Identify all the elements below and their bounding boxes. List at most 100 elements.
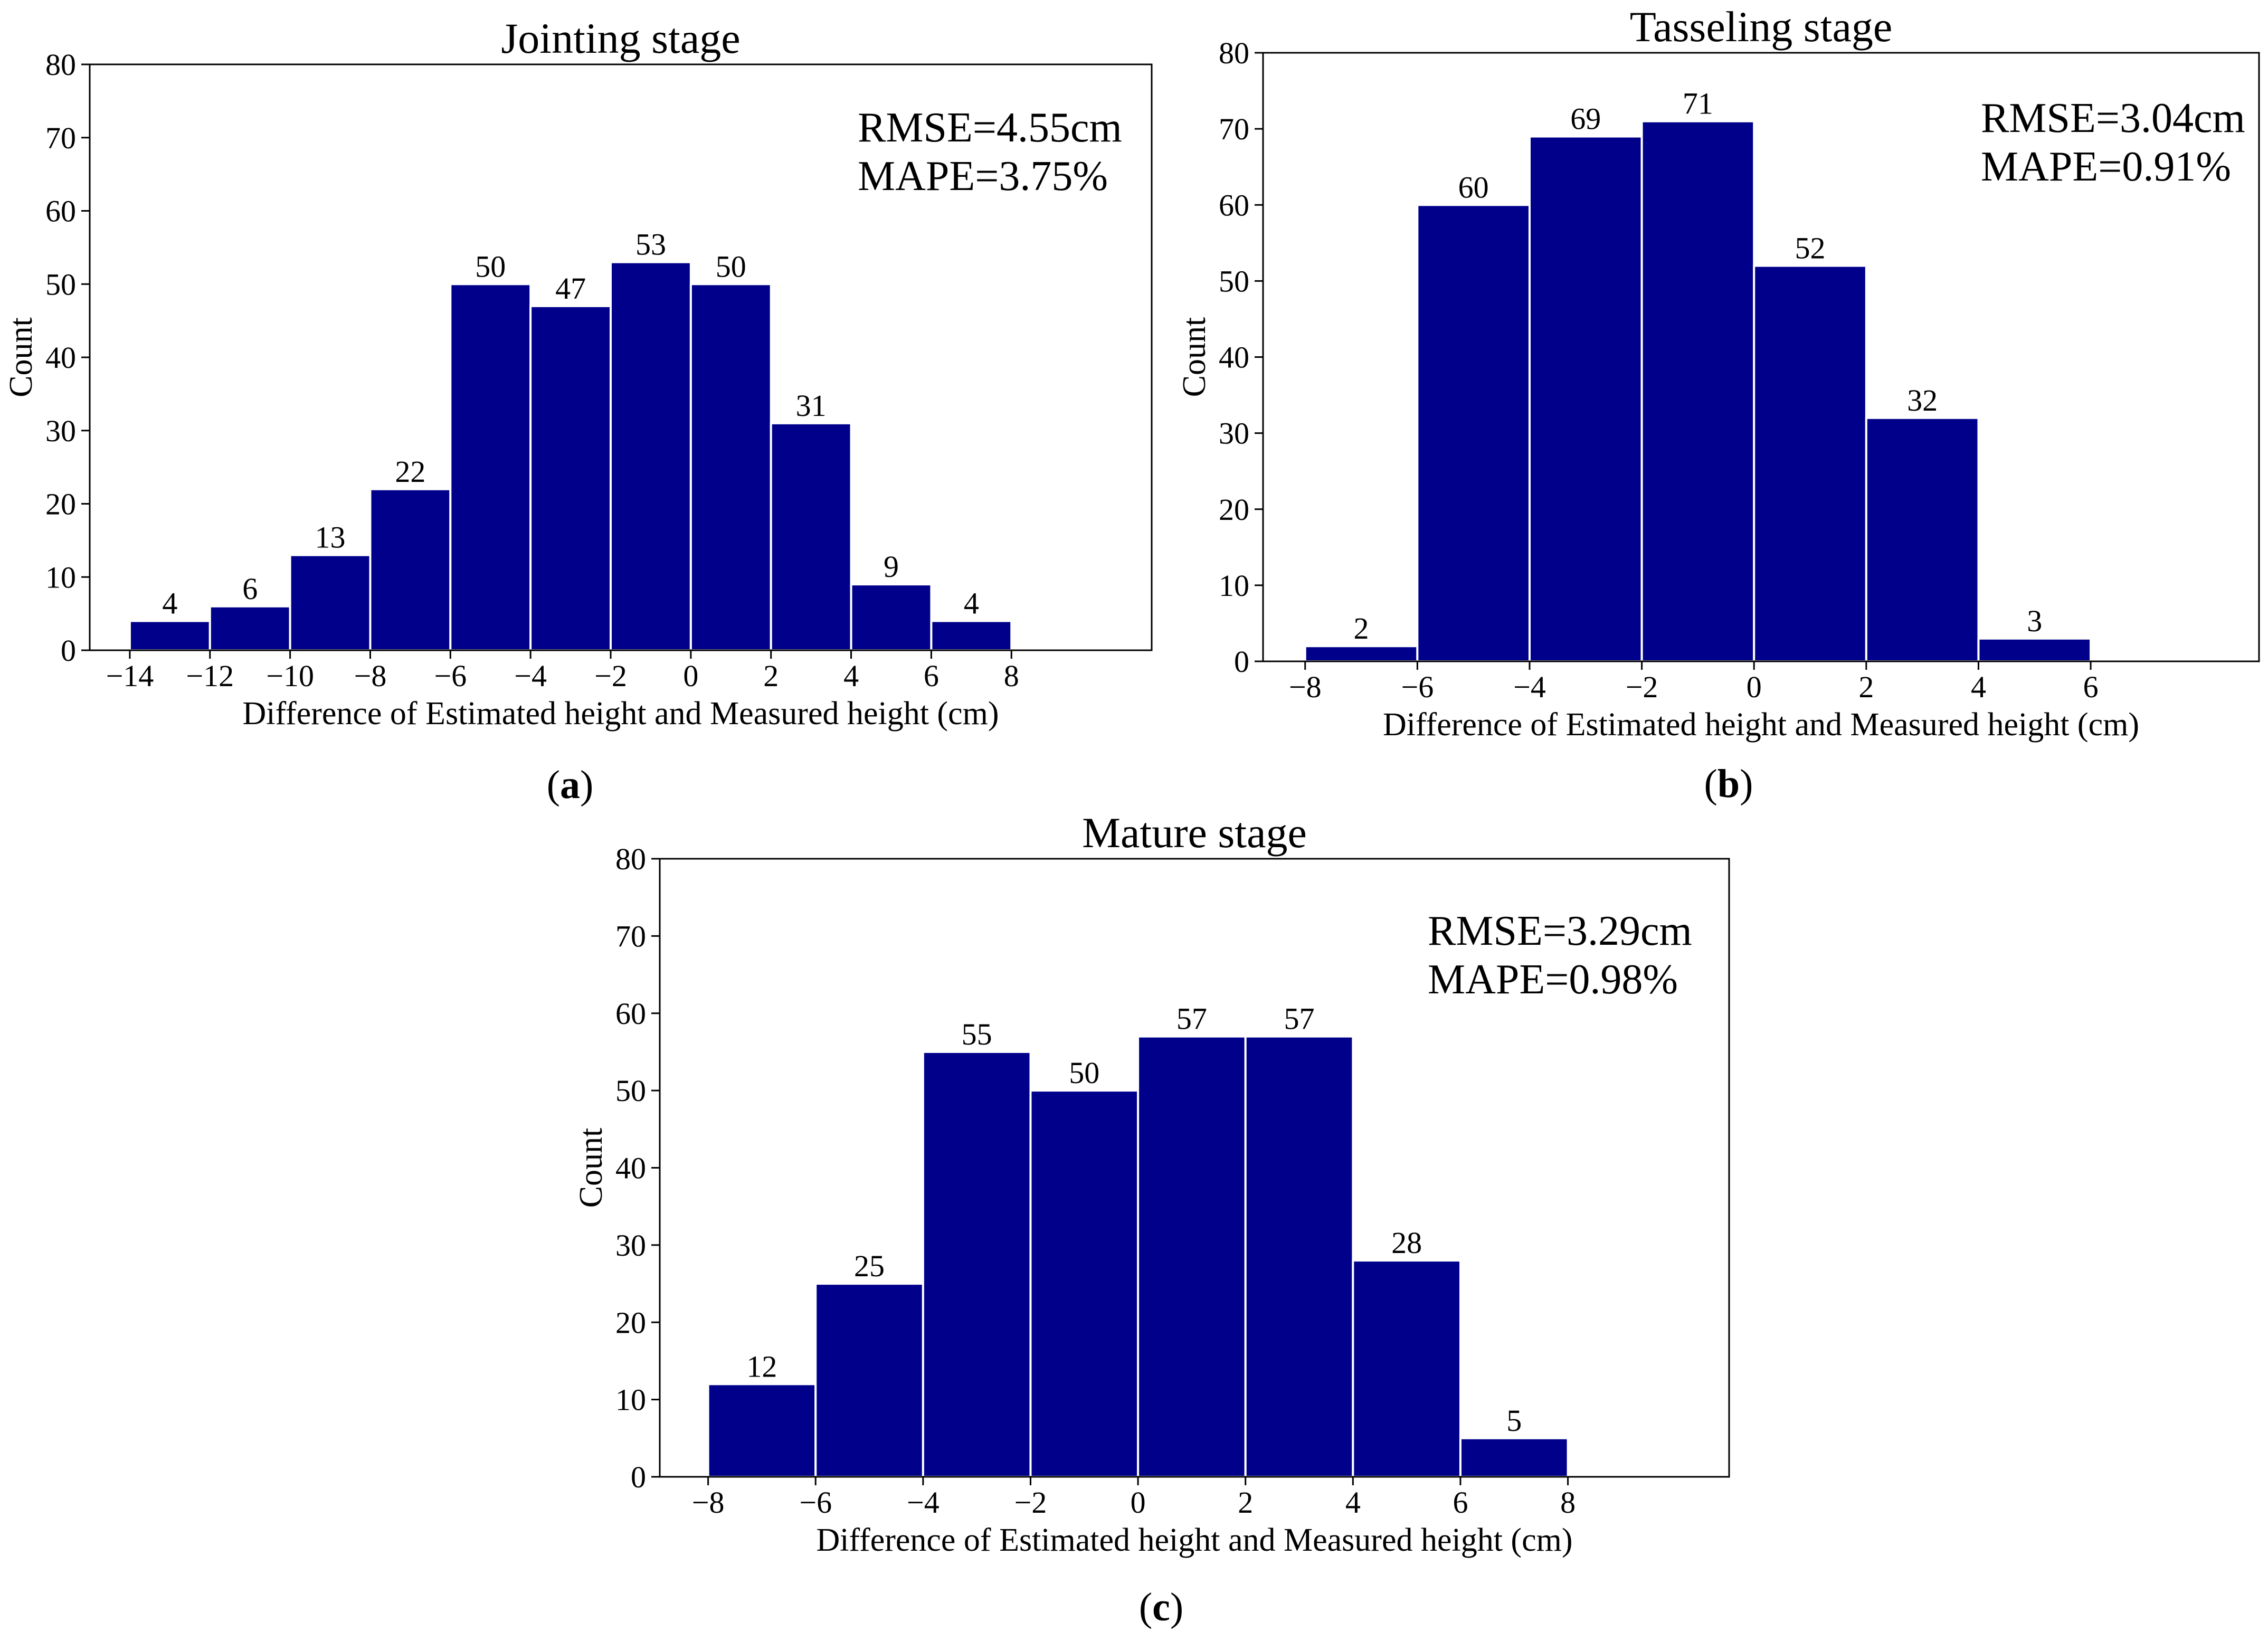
x-axis-label: Difference of Estimated height and Measu…: [1383, 707, 2139, 743]
x-tick-label: −4: [514, 659, 547, 693]
caption-paren-close: ): [1170, 1585, 1183, 1629]
bar-count-label: 53: [635, 227, 666, 262]
y-tick-label: 40: [45, 340, 76, 375]
caption-letter: a: [560, 763, 580, 807]
bar-count-label: 22: [395, 454, 425, 489]
histogram-bar: [1416, 204, 1531, 662]
x-tick-label: −14: [106, 659, 154, 693]
bar-count-label: 28: [1391, 1226, 1422, 1260]
y-tick-label: 0: [631, 1460, 646, 1494]
y-tick-label: 70: [1219, 112, 1249, 146]
y-tick-label: 10: [1219, 568, 1249, 603]
x-tick-label: −6: [1401, 670, 1434, 704]
y-tick-label: 0: [61, 633, 76, 668]
x-tick-label: 2: [763, 659, 779, 693]
y-tick-label: 30: [615, 1228, 646, 1263]
bar-count-label: 13: [315, 520, 346, 555]
histogram-bar: [1528, 135, 1643, 663]
panel-caption: (b): [1704, 762, 1753, 806]
x-tick-label: 8: [1560, 1485, 1576, 1520]
y-tick-label: 10: [615, 1383, 646, 1417]
panel-caption: (c): [1139, 1585, 1183, 1629]
bar-count-label: 4: [964, 586, 979, 621]
bar-count-label: 12: [746, 1349, 777, 1383]
caption-paren-open: (: [1704, 762, 1717, 806]
caption-paren-close: ): [580, 763, 593, 807]
rmse-annotation: RMSE=3.04cm: [1981, 95, 2245, 141]
y-tick-label: 50: [1219, 264, 1249, 298]
bar-count-label: 50: [716, 249, 746, 283]
histogram-bar: [814, 1283, 924, 1478]
y-tick-label: 70: [615, 919, 646, 953]
y-tick-label: 40: [615, 1151, 646, 1185]
x-tick-label: 6: [1453, 1485, 1468, 1520]
x-tick-label: 2: [1238, 1485, 1253, 1520]
y-tick-label: 60: [1219, 188, 1249, 222]
y-tick-label: 70: [45, 121, 76, 155]
y-tick-label: 0: [1234, 644, 1249, 679]
chart-title: Tasseling stage: [1630, 3, 1893, 51]
x-tick-label: −8: [1289, 670, 1322, 704]
x-axis-label: Difference of Estimated height and Measu…: [243, 696, 999, 732]
histogram-bar: [610, 261, 692, 651]
y-tick-label: 20: [45, 487, 76, 521]
bar-count-label: 55: [962, 1017, 992, 1051]
x-tick-label: 0: [1747, 670, 1762, 704]
mape-annotation: MAPE=0.91%: [1981, 144, 2231, 190]
caption-paren-open: (: [1139, 1585, 1152, 1629]
bar-count-label: 2: [1354, 611, 1369, 646]
histogram-bar: [689, 283, 772, 651]
caption-letter: c: [1152, 1585, 1170, 1629]
bar-count-label: 25: [854, 1249, 885, 1283]
histogram-bar: [1865, 416, 1980, 662]
bar-count-label: 52: [1795, 231, 1826, 265]
panel-caption: (a): [547, 763, 594, 807]
x-tick-label: −10: [266, 659, 314, 693]
bar-count-label: 47: [555, 271, 586, 306]
x-tick-label: 6: [2083, 670, 2099, 704]
y-tick-label: 20: [615, 1305, 646, 1340]
x-tick-label: 4: [1345, 1485, 1361, 1520]
caption-paren-open: (: [547, 763, 560, 807]
chart-title: Mature stage: [1082, 809, 1307, 857]
y-axis-label: Count: [1176, 317, 1212, 397]
y-tick-label: 80: [615, 842, 646, 876]
x-tick-label: −2: [594, 659, 627, 693]
bar-count-label: 50: [475, 249, 506, 283]
y-tick-label: 50: [45, 267, 76, 301]
x-tick-label: −4: [907, 1485, 940, 1520]
bar-count-label: 9: [884, 549, 899, 584]
histogram-bar: [529, 305, 612, 651]
histogram-bar: [449, 283, 532, 651]
caption-paren-close: ): [1740, 762, 1753, 806]
x-tick-label: −4: [1513, 670, 1546, 704]
bar-count-label: 60: [1458, 170, 1489, 204]
x-tick-label: 4: [843, 659, 859, 693]
histogram-bar: [1244, 1035, 1354, 1478]
y-tick-label: 50: [615, 1074, 646, 1108]
x-tick-label: 0: [1131, 1485, 1146, 1520]
histogram-bar: [1304, 645, 1419, 663]
panel-jointing-stage: 4 6 13 22 50 47 53 50 31 9 4 −14 −12 −10 −8 −6 −4 −2 0 2 4 6 8…: [3, 14, 1153, 807]
rmse-annotation: RMSE=3.29cm: [1428, 908, 1692, 954]
y-tick-label: 10: [45, 560, 76, 594]
y-tick-label: 30: [1219, 416, 1249, 451]
caption-letter: b: [1717, 762, 1740, 806]
y-tick-label: 40: [1219, 340, 1249, 375]
x-tick-label: −8: [354, 659, 387, 693]
histogram-bar: [1640, 120, 1755, 662]
histogram-bar: [1459, 1437, 1569, 1478]
bar-count-label: 4: [162, 586, 177, 621]
x-tick-label: 2: [1858, 670, 1874, 704]
bar-count-label: 32: [1907, 383, 1938, 418]
y-axis-label: Count: [3, 317, 39, 397]
histogram-bar: [930, 620, 1013, 651]
histogram-bar: [770, 422, 852, 651]
histogram-bar: [707, 1383, 817, 1478]
bar-count-label: 3: [2027, 604, 2042, 638]
bar-count-label: 57: [1176, 1002, 1207, 1036]
y-tick-label: 20: [1219, 492, 1249, 527]
bar-count-label: 6: [242, 572, 258, 606]
